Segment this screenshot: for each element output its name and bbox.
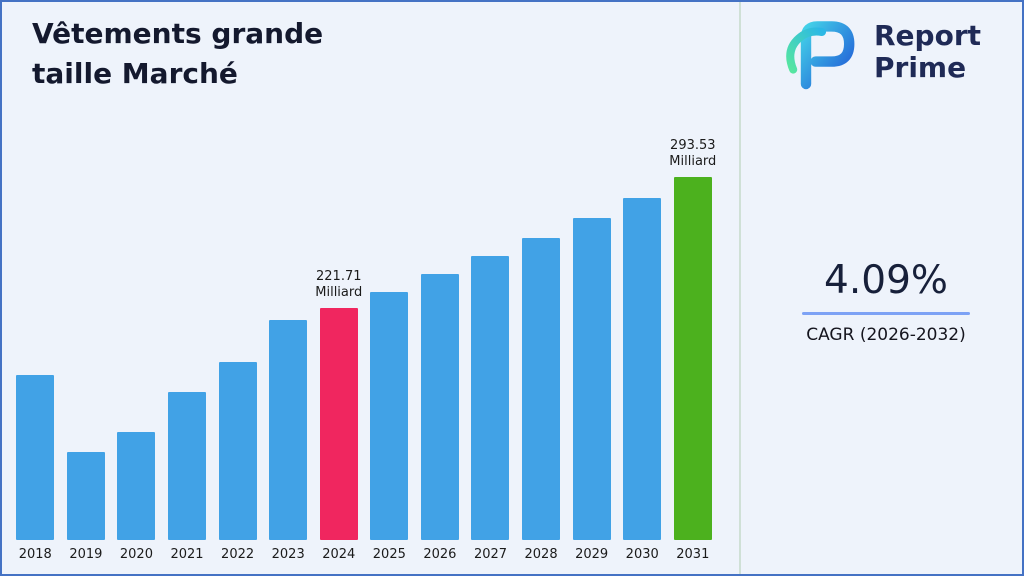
bar-2028 [522, 238, 561, 540]
bar-chart: 2018 2019 2020 2021 2022 2023 221.71 Milliard 2… [10, 138, 719, 563]
bar-area [415, 174, 466, 540]
cagr-underline [802, 312, 970, 315]
bar-2024 [319, 308, 358, 540]
bar-2023 [269, 320, 308, 540]
bar-slot-2030: 2030 [617, 174, 668, 562]
x-axis-label-2018: 2018 [18, 547, 52, 562]
bar-slot-2023: 2023 [263, 174, 314, 562]
vertical-divider [739, 2, 741, 574]
bar-2026 [420, 274, 459, 540]
x-axis-label-2029: 2029 [575, 547, 609, 562]
bar-2022 [218, 362, 257, 540]
x-axis-label-2024: 2024 [322, 547, 356, 562]
logo-word-report: Report [874, 18, 982, 52]
bar-value-label-2024: 221.71 Milliard [315, 268, 363, 300]
x-axis-label-2031: 2031 [676, 547, 710, 562]
x-axis-label-2020: 2020 [119, 547, 153, 562]
x-axis-label-2021: 2021 [170, 547, 204, 562]
bar-slot-2026: 2026 [415, 174, 466, 562]
bar-2030 [623, 198, 662, 540]
bar-2021 [168, 392, 207, 540]
bar-slot-2024: 221.71 Milliard 2024 [313, 174, 364, 563]
bar-area [263, 174, 314, 540]
bar-2031 [673, 177, 712, 540]
report-prime-logo-icon [786, 21, 855, 90]
cagr-block: 4.09% CAGR (2026-2032) [796, 258, 976, 345]
bar-2025 [370, 292, 409, 540]
bar-area [364, 174, 415, 540]
bar-area [10, 174, 61, 540]
x-axis-label-2030: 2030 [625, 547, 659, 562]
bar-2019 [66, 452, 105, 540]
logo-word-prime: Prime [874, 51, 967, 84]
bar-area: 221.71 Milliard [313, 174, 364, 540]
bar-slot-2027: 2027 [465, 174, 516, 562]
bar-area [162, 174, 213, 540]
x-axis-label-2028: 2028 [524, 547, 558, 562]
bar-2018 [16, 375, 55, 540]
cagr-label: CAGR (2026-2032) [806, 325, 966, 345]
bar-slot-2029: 2029 [566, 174, 617, 562]
x-axis-label-2022: 2022 [221, 547, 255, 562]
report-prime-logo: Report Prime [782, 14, 981, 90]
bar-area [61, 174, 112, 540]
x-axis-label-2019: 2019 [69, 547, 103, 562]
report-prime-logo-text: Report Prime [874, 18, 982, 84]
bar-slot-2028: 2028 [516, 174, 567, 562]
bar-2027 [471, 256, 510, 540]
bar-slot-2018: 2018 [10, 174, 61, 562]
bar-area [212, 174, 263, 540]
x-axis-label-2025: 2025 [372, 547, 406, 562]
bar-area [111, 174, 162, 540]
bar-area [465, 174, 516, 540]
x-axis-label-2023: 2023 [271, 547, 305, 562]
bar-2029 [572, 218, 611, 540]
x-axis-label-2026: 2026 [423, 547, 457, 562]
bar-slot-2031: 293.53 Milliard 2031 [668, 138, 719, 563]
x-axis-label-2027: 2027 [473, 547, 508, 562]
bar-slot-2019: 2019 [61, 174, 112, 562]
bar-area [617, 174, 668, 540]
bar-2020 [117, 432, 156, 540]
page-title: Vêtements grande taille Marché [32, 17, 324, 91]
bar-area [516, 174, 567, 540]
bar-slot-2022: 2022 [212, 174, 263, 562]
bar-area [566, 174, 617, 540]
bar-slot-2021: 2021 [162, 174, 213, 562]
bar-slot-2025: 2025 [364, 174, 415, 562]
bar-area: 293.53 Milliard [668, 138, 719, 540]
cagr-value: 4.09% [824, 258, 948, 303]
bar-value-label-2031: 293.53 Milliard [669, 137, 717, 169]
bar-slot-2020: 2020 [111, 174, 162, 562]
